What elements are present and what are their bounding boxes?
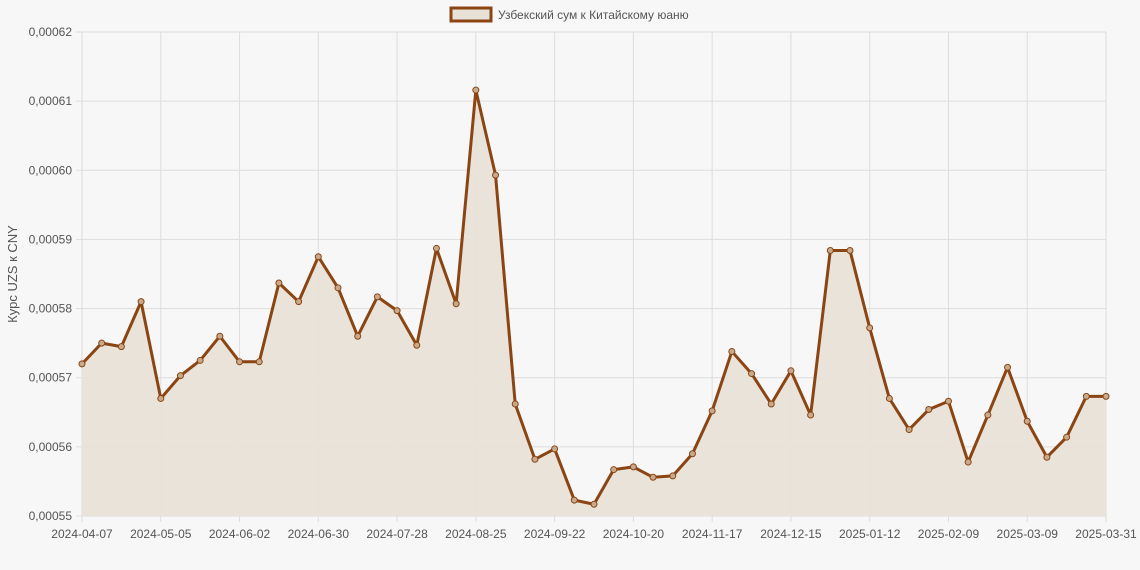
y-tick-label: 0,00062	[29, 25, 73, 39]
data-point	[492, 171, 500, 179]
x-tick-label: 2024-12-15	[760, 527, 822, 541]
x-tick-label: 2025-03-31	[1075, 527, 1137, 541]
data-point	[570, 496, 578, 504]
y-tick-label: 0,00058	[29, 302, 73, 316]
data-point	[236, 358, 244, 366]
area-fill-layer	[82, 90, 1106, 516]
data-point	[925, 406, 933, 414]
data-point	[432, 244, 440, 252]
data-point	[176, 372, 184, 380]
x-tick-label: 2024-09-22	[524, 527, 586, 541]
x-tick-label: 2024-04-07	[51, 527, 113, 541]
data-point	[354, 332, 362, 340]
y-tick-label: 0,00060	[29, 163, 73, 177]
data-point	[688, 450, 696, 458]
data-point	[98, 339, 106, 347]
data-point	[196, 356, 204, 364]
y-tick-label: 0,00059	[29, 232, 73, 246]
data-point	[649, 473, 657, 481]
data-point	[669, 472, 677, 480]
data-point	[748, 370, 756, 378]
data-point	[866, 324, 874, 332]
data-point	[531, 455, 539, 463]
x-tick-label: 2024-07-28	[366, 527, 428, 541]
series-area	[82, 90, 1106, 516]
data-point	[551, 445, 559, 453]
data-point	[964, 458, 972, 466]
x-tick-label: 2024-05-05	[130, 527, 192, 541]
data-point	[885, 394, 893, 402]
data-point	[1063, 433, 1071, 441]
x-tick-label: 2025-02-09	[918, 527, 980, 541]
x-tick-label: 2024-11-17	[682, 527, 743, 541]
data-point	[846, 246, 854, 254]
data-point	[78, 360, 86, 368]
data-point	[373, 293, 381, 301]
data-points-layer	[78, 86, 1110, 508]
legend[interactable]: Узбекский сум к Китайскому юаню	[449, 6, 689, 23]
data-point	[787, 367, 795, 375]
y-axis-ticks: 0,00055 0,00056 0,00057 0,00058 0,00059 0,000…	[29, 25, 73, 523]
data-point	[1082, 392, 1090, 400]
data-point	[767, 400, 775, 408]
y-tick-label: 0,00055	[29, 509, 73, 523]
data-point	[255, 358, 263, 366]
data-point	[944, 397, 952, 405]
data-point	[452, 300, 460, 308]
legend-label[interactable]: Узбекский сум к Китайскому юаню	[498, 8, 689, 22]
data-point	[708, 407, 716, 415]
x-tick-label: 2024-06-02	[209, 527, 271, 541]
data-point	[610, 466, 618, 474]
data-point	[295, 298, 303, 306]
data-point	[905, 426, 913, 434]
data-point	[137, 298, 145, 306]
data-point	[216, 332, 224, 340]
y-tick-label: 0,00061	[29, 94, 73, 108]
legend-swatch[interactable]	[449, 6, 493, 23]
x-tick-label: 2025-01-12	[839, 527, 901, 541]
data-point	[275, 279, 283, 287]
data-point	[511, 400, 519, 408]
x-tick-label: 2024-10-20	[603, 527, 665, 541]
data-point	[413, 341, 421, 349]
data-point	[117, 343, 125, 351]
data-point	[1102, 392, 1110, 400]
data-point	[393, 307, 401, 315]
data-point	[590, 500, 598, 508]
data-point	[334, 284, 342, 292]
y-axis-title: Курс UZS к CNY	[5, 225, 20, 323]
x-tick-label: 2024-06-30	[288, 527, 350, 541]
data-point	[472, 86, 480, 94]
data-point	[984, 411, 992, 419]
data-point	[157, 394, 165, 402]
data-point	[807, 411, 815, 419]
data-point	[629, 463, 637, 471]
data-point	[728, 347, 736, 355]
y-tick-label: 0,00057	[29, 371, 73, 385]
y-tick-label: 0,00056	[29, 440, 73, 454]
data-point	[826, 246, 834, 254]
x-tick-label: 2024-08-25	[445, 527, 507, 541]
data-point	[1043, 453, 1051, 461]
data-point	[1023, 417, 1031, 425]
data-point	[1004, 363, 1012, 371]
x-tick-label: 2025-03-09	[997, 527, 1059, 541]
data-point	[314, 253, 322, 261]
x-axis-ticks: 2024-04-07 2024-05-05 2024-06-02 2024-06-30…	[51, 527, 1137, 541]
